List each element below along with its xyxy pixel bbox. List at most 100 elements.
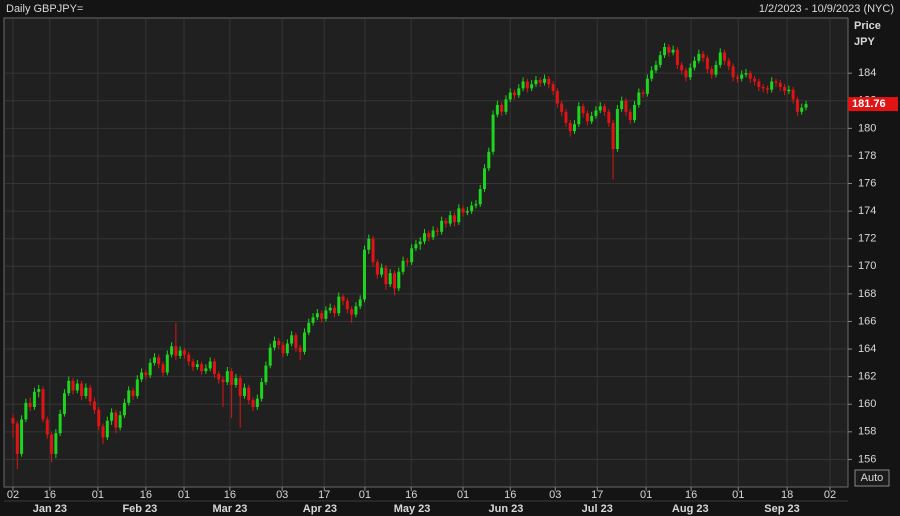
candle-body (208, 361, 212, 369)
candle-body (740, 74, 744, 79)
candle-body (384, 267, 388, 285)
candle-body (645, 78, 649, 94)
candle-body (88, 387, 92, 402)
candle-body (658, 55, 662, 65)
candle-body (671, 49, 675, 53)
candle-body (28, 402, 32, 407)
candle-body (294, 335, 298, 348)
candle-body (328, 307, 332, 311)
candle-body (761, 86, 765, 89)
candle-body (418, 241, 422, 245)
candle-body (320, 313, 324, 319)
candle-body (474, 204, 478, 206)
candle-body (80, 383, 84, 396)
candle-body (148, 362, 152, 376)
candle-body (453, 215, 457, 223)
candle-body (521, 81, 525, 89)
candle-body (410, 248, 414, 263)
candle-body (170, 346, 174, 355)
candle-body (525, 81, 529, 89)
y-tick-label: 156 (858, 453, 876, 465)
candle-body (483, 168, 487, 190)
candle-body (230, 371, 234, 385)
candle-body (204, 368, 208, 372)
candle-body (633, 104, 637, 121)
candle-body (127, 390, 131, 403)
month-label: Jan 23 (33, 503, 67, 515)
candle-body (573, 124, 577, 132)
x-tick-label: 01 (640, 489, 652, 501)
candle-body (731, 66, 735, 78)
candle-body (641, 92, 645, 94)
candle-body (675, 49, 679, 65)
candle-body (581, 106, 585, 114)
x-tick-label: 16 (504, 489, 516, 501)
candle-body (598, 106, 602, 111)
candle-body (710, 69, 714, 75)
candle-body (105, 420, 109, 438)
candle-body (165, 354, 169, 373)
candle-body (718, 52, 722, 65)
y-axis-title: Price (854, 20, 881, 32)
x-tick-label: 01 (457, 489, 469, 501)
x-tick-label: 02 (824, 489, 836, 501)
candle-body (590, 115, 594, 122)
candle-body (431, 230, 435, 238)
candle-body (97, 409, 101, 427)
candle-body (182, 350, 186, 355)
x-tick-label: 17 (318, 489, 330, 501)
candle-body (178, 350, 182, 356)
candle-body (332, 307, 336, 314)
y-tick-label: 174 (858, 205, 876, 217)
candle-body (620, 100, 624, 110)
candle-body (757, 81, 761, 87)
candle-body (307, 322, 311, 333)
candle-body (714, 64, 718, 75)
x-tick-label: 16 (685, 489, 697, 501)
candle-body (41, 389, 45, 420)
candle-body (118, 415, 122, 428)
candle-body (50, 434, 54, 454)
auto-button[interactable] (854, 469, 890, 487)
candle-body (748, 73, 752, 79)
candle-body (174, 346, 178, 356)
candle-body (444, 220, 448, 224)
candle-body (62, 393, 66, 414)
candle-body (140, 372, 144, 380)
month-label: May 23 (394, 503, 431, 515)
candle-body (337, 296, 341, 314)
candle-body (75, 383, 79, 391)
candle-body (560, 103, 564, 112)
month-label: Sep 23 (764, 503, 799, 515)
candle-body (495, 104, 499, 115)
candle-body (354, 306, 358, 315)
candle-body (611, 122, 615, 150)
candle-body (543, 78, 547, 83)
candle-body (255, 398, 259, 407)
chart-title: Daily GBPJPY= (6, 3, 83, 15)
candle-body (637, 92, 641, 105)
candle-body (350, 309, 354, 315)
y-tick-label: 162 (858, 371, 876, 383)
candle-body (191, 361, 195, 367)
candle-body (298, 347, 302, 352)
auto-button-label[interactable]: Auto (861, 472, 884, 484)
candle-body (371, 238, 375, 263)
candle-body (538, 80, 542, 83)
candle-body (795, 99, 799, 112)
candle-body (187, 354, 191, 362)
candle-body (380, 267, 384, 275)
candle-body (20, 419, 24, 454)
candle-body (375, 262, 379, 275)
candle-body (324, 310, 328, 319)
candle-body (800, 107, 804, 112)
y-tick-label: 170 (858, 260, 876, 272)
candle-body (791, 89, 795, 100)
candle-body (693, 60, 697, 68)
candle-body (513, 92, 517, 96)
candle-body (367, 238, 371, 250)
candle-body (397, 271, 401, 289)
candle-body (650, 70, 654, 79)
candle-body (615, 109, 619, 150)
candle-body (594, 110, 598, 116)
